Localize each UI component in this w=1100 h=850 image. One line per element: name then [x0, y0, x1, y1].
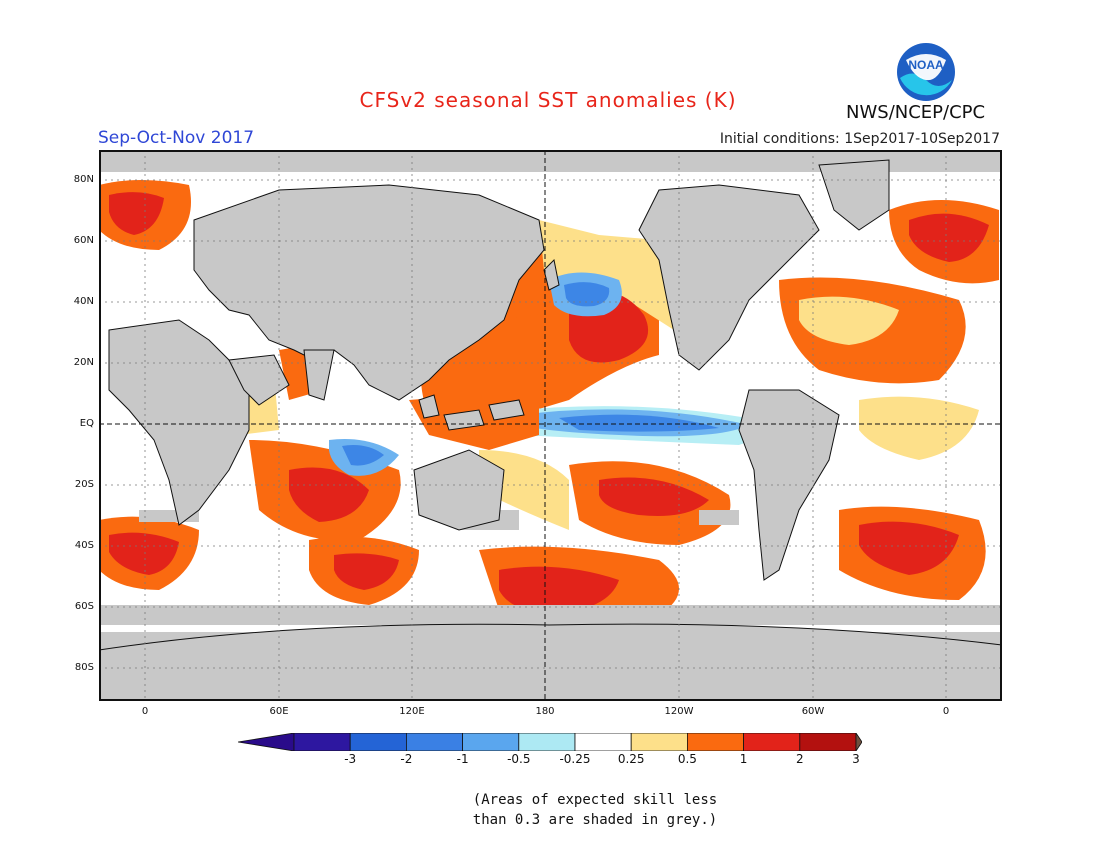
- colorbar-tick-label: 1: [739, 752, 748, 766]
- colorbar-segment: [743, 732, 801, 752]
- season-label: Sep-Oct-Nov 2017: [98, 128, 255, 148]
- colorbar-segment: [293, 732, 351, 752]
- lon-label-120w: 120W: [664, 706, 694, 717]
- lat-label-20n: 20N: [73, 357, 94, 368]
- colorbar-tick-label: -1: [456, 752, 469, 766]
- title-text: CFSv2 seasonal SST anomalies (K): [359, 88, 737, 112]
- lat-label-40n: 40N: [73, 296, 94, 307]
- footnote-line-1: (Areas of expected skill less: [472, 792, 718, 808]
- colorbar-segment: [630, 732, 688, 752]
- colorbar-under-triangle: [237, 732, 295, 752]
- lat-label-40s: 40S: [74, 540, 94, 551]
- graticule: [99, 150, 1002, 701]
- colorbar: [237, 731, 863, 753]
- map-frame: [99, 150, 1002, 701]
- land-masses: [99, 159, 1002, 701]
- lon-label-180: 180: [535, 706, 555, 717]
- colorbar-tick-label: -2: [400, 752, 413, 766]
- colorbar-segment: [518, 732, 576, 752]
- lat-label-eq: EQ: [79, 418, 94, 429]
- footnote-line-2: than 0.3 are shaded in grey.): [472, 812, 718, 828]
- colorbar-segment: [686, 732, 744, 752]
- lat-label-60n: 60N: [73, 235, 94, 246]
- colorbar-segment: [349, 732, 407, 752]
- lat-label-80s: 80S: [74, 662, 94, 673]
- colorbar-segment: [462, 732, 520, 752]
- page-title: CFSv2 seasonal SST anomalies (K): [0, 88, 1100, 112]
- lon-label-120e: 120E: [399, 706, 425, 717]
- logo-text: NOAA: [908, 58, 944, 72]
- noaa-logo: NOAA: [894, 42, 958, 102]
- colorbar-tick-label: -0.25: [559, 752, 591, 766]
- lon-label-60e: 60E: [269, 706, 289, 717]
- reference-lines: [99, 150, 1002, 701]
- colorbar-over-triangle: [855, 731, 863, 753]
- initial-conditions-label: Initial conditions: 1Sep2017-10Sep2017: [719, 131, 1000, 147]
- colorbar-tick-label: -0.5: [507, 752, 531, 766]
- colorbar-tick-label: 2: [795, 752, 804, 766]
- sst-anomaly-map: [99, 150, 1002, 701]
- colorbar-segment: [799, 732, 857, 752]
- colorbar-segment: [405, 732, 463, 752]
- lon-label-0: 0: [141, 706, 149, 717]
- agency-label: NWS/NCEP/CPC: [846, 102, 986, 123]
- lon-label-0-east: 0: [942, 706, 950, 717]
- colorbar-tick-label: 0.25: [617, 752, 645, 766]
- lon-label-60w: 60W: [801, 706, 825, 717]
- lat-label-20s: 20S: [74, 479, 94, 490]
- colorbar-tick-label: 3: [852, 752, 860, 766]
- colorbar-tick-label: 0.5: [677, 752, 697, 766]
- lat-label-80n: 80N: [73, 174, 94, 185]
- lat-label-60s: 60S: [74, 601, 94, 612]
- colorbar-tick-label: -3: [344, 752, 357, 766]
- colorbar-segment: [574, 732, 632, 752]
